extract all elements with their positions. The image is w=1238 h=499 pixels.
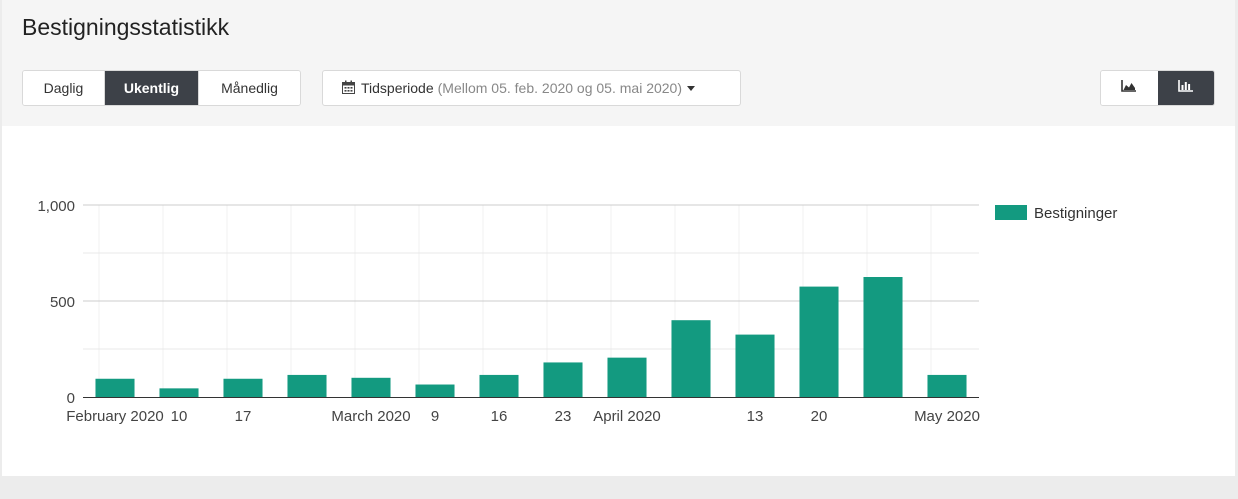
x-tick-label: May 2020 <box>914 408 980 425</box>
x-tick-label: 16 <box>491 408 508 425</box>
bar <box>351 377 391 397</box>
x-tick-label: March 2020 <box>331 408 410 425</box>
caret-down-icon <box>687 85 696 91</box>
legend-swatch <box>995 205 1027 220</box>
area-chart-button[interactable] <box>1101 71 1158 105</box>
tab-daily[interactable]: Daglig <box>23 71 105 105</box>
bar <box>95 378 135 397</box>
bar-chart-button[interactable] <box>1157 71 1214 105</box>
x-tick-label: 23 <box>555 408 572 425</box>
bar <box>223 378 263 397</box>
y-tick-label: 0 <box>67 390 75 407</box>
tab-weekly[interactable]: Ukentlig <box>105 71 199 105</box>
chart-type-toggle <box>1100 70 1215 106</box>
bar <box>415 384 455 397</box>
bar <box>543 362 583 397</box>
bar <box>287 374 327 397</box>
tab-monthly[interactable]: Månedlig <box>199 71 300 105</box>
x-tick-label: 20 <box>811 408 828 425</box>
legend-label: Bestigninger <box>1034 205 1117 222</box>
bar <box>671 320 711 397</box>
x-tick-label: 13 <box>747 408 764 425</box>
stats-card: Bestigningsstatistikk Daglig Ukentlig Må… <box>2 0 1235 476</box>
area-chart-icon <box>1121 79 1137 97</box>
bar-chart: 0 500 1,000 February 2020 10 17 March 2020 9 16 2… <box>37 198 1117 425</box>
bar <box>735 334 775 397</box>
interval-tabs: Daglig Ukentlig Månedlig <box>22 70 301 106</box>
x-tick-label: April 2020 <box>593 408 661 425</box>
bar <box>479 374 519 397</box>
calendar-icon <box>342 80 355 97</box>
page-title: Bestigningsstatistikk <box>22 14 230 40</box>
period-label: Tidsperiode <box>361 80 434 96</box>
y-tick-label: 500 <box>50 294 75 311</box>
chart-area: 0 500 1,000 February 2020 10 17 March 2020 9 16 2… <box>2 126 1235 476</box>
x-tick-label: 17 <box>235 408 252 425</box>
card-header: Bestigningsstatistikk Daglig Ukentlig Må… <box>2 0 1235 126</box>
bar-chart-icon <box>1177 79 1194 97</box>
bar <box>607 357 647 397</box>
period-range: (Mellom 05. feb. 2020 og 05. mai 2020) <box>437 80 683 96</box>
bar <box>927 374 967 397</box>
x-tick-label: February 2020 <box>66 408 164 425</box>
period-dropdown[interactable]: Tidsperiode (Mellom 05. feb. 2020 og 05.… <box>322 70 741 106</box>
bar <box>159 388 199 397</box>
bar <box>799 286 839 397</box>
y-tick-label: 1,000 <box>37 198 75 215</box>
x-tick-label: 9 <box>431 408 439 425</box>
x-tick-label: 10 <box>171 408 188 425</box>
bar <box>863 277 903 397</box>
